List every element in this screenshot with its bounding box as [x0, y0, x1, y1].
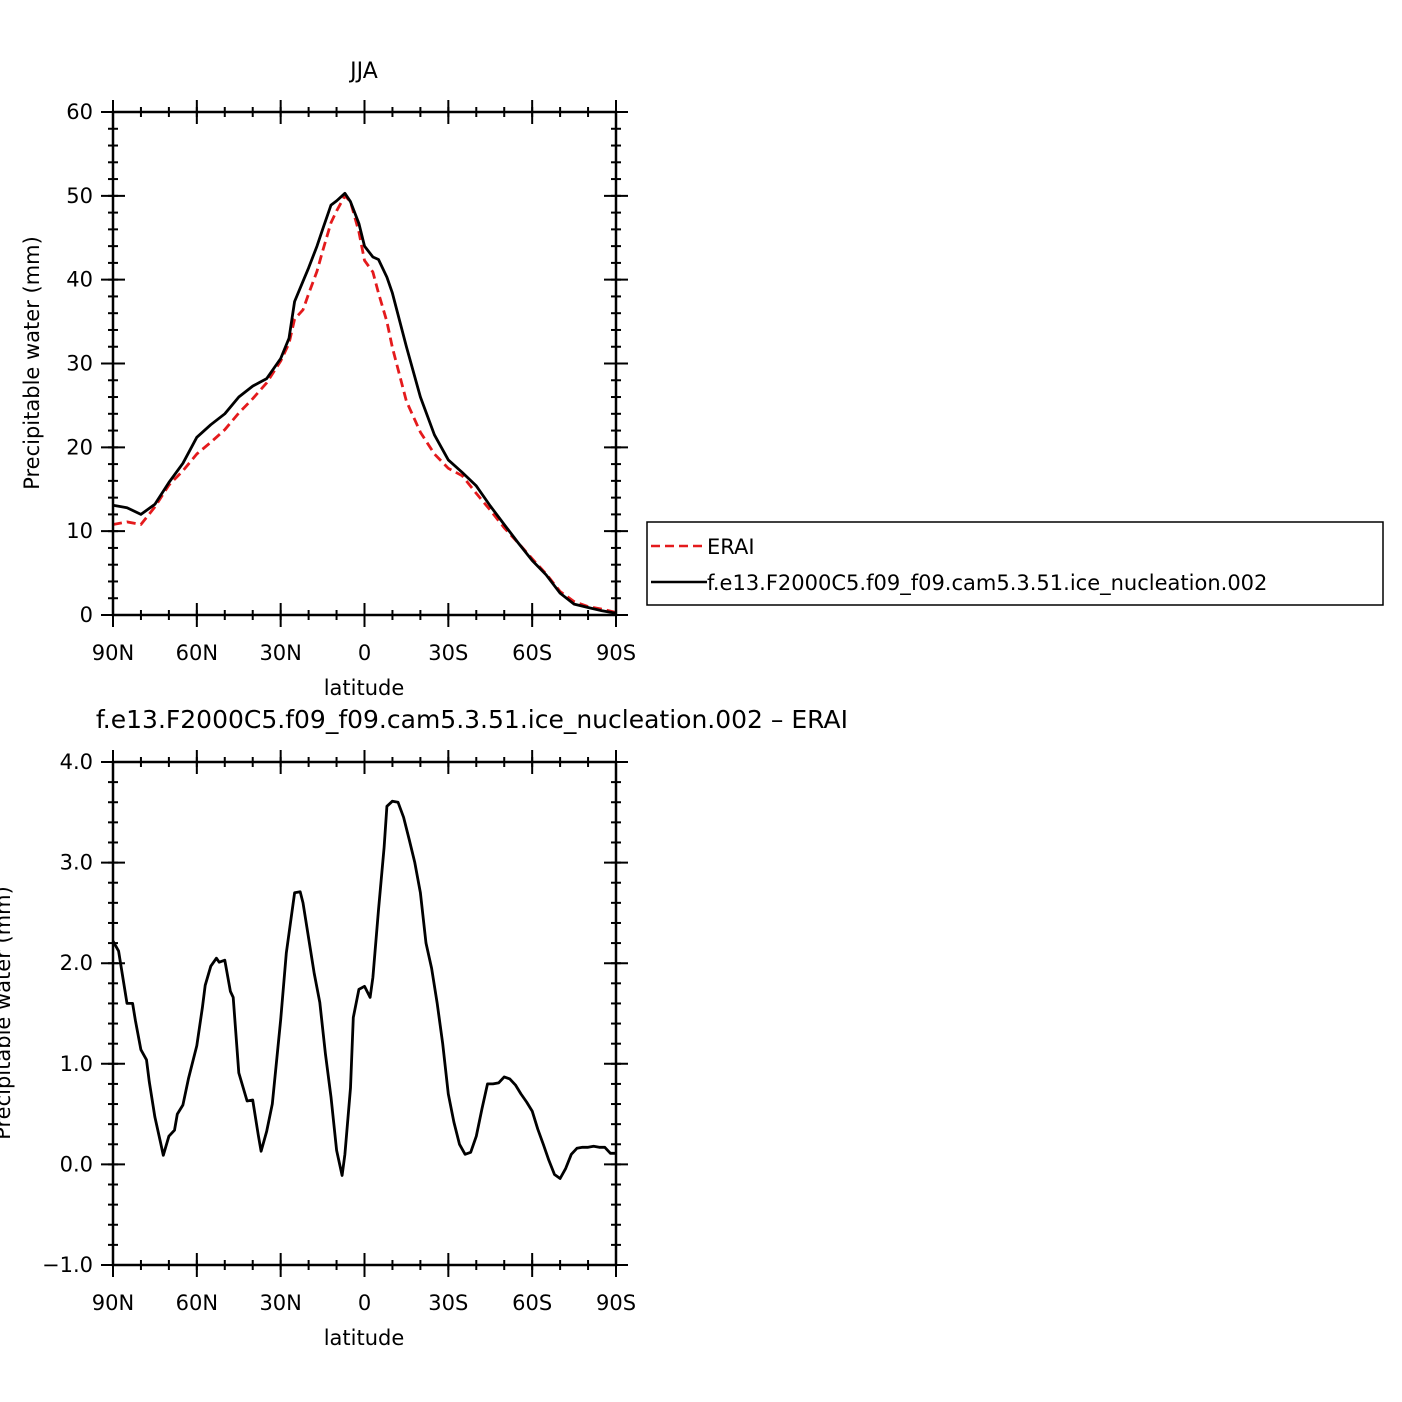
legend-label-model: f.e13.F2000C5.f09_f09.cam5.3.51.ice_nucl… [707, 571, 1267, 596]
x-tick-label: 30S [428, 641, 468, 665]
legend-label-erai: ERAI [707, 535, 755, 559]
x-tick-label: 90S [596, 1291, 636, 1315]
x-tick-label: 60S [512, 641, 552, 665]
x-tick-label: 60S [512, 1291, 552, 1315]
y-tick-label: 50 [66, 184, 93, 208]
axis-ticks: −1.0 0.0 1.0 2.0 3.0 4.0 90N 60N 30N 0 30S 60S 90S [42, 750, 636, 1315]
x-tick-label: 30N [259, 1291, 301, 1315]
y-tick-label: 20 [66, 435, 93, 459]
x-tick-label: 60N [176, 1291, 218, 1315]
x-tick-label: 30S [428, 1291, 468, 1315]
y-tick-label: −1.0 [42, 1253, 93, 1277]
difference-panel: f.e13.F2000C5.f09_f09.cam5.3.51.ice_nucl… [0, 705, 848, 1350]
climatology-panel: JJA latitude Precipitable water (mm) 0 10… [20, 59, 636, 700]
y-tick-label: 30 [66, 352, 93, 376]
series-line-erai [112, 194, 617, 614]
legend-box [646, 521, 1384, 606]
series-line-difference [111, 799, 616, 1180]
y-tick-label: 4.0 [60, 750, 93, 774]
series-line-model [112, 191, 617, 615]
y-tick-label: 2.0 [60, 951, 93, 975]
plot-frame [111, 110, 618, 617]
y-axis-label: Precipitable water (mm) [0, 886, 15, 1140]
x-axis-label: latitude [324, 1326, 405, 1350]
x-tick-label: 90S [596, 641, 636, 665]
y-tick-label: 0 [80, 603, 93, 627]
x-tick-label: 0 [358, 641, 371, 665]
y-tick-label: 0.0 [60, 1152, 93, 1176]
x-tick-label: 30N [259, 641, 301, 665]
y-tick-label: 1.0 [60, 1052, 93, 1076]
x-axis-label: latitude [324, 676, 405, 700]
chart-title: JJA [348, 59, 378, 84]
x-tick-label: 90N [92, 1291, 134, 1315]
axis-ticks: 0 10 20 30 40 50 60 90N 60N 30N 0 30S 60S 90S [66, 100, 636, 665]
y-tick-label: 10 [66, 519, 93, 543]
legend: ERAI f.e13.F2000C5.f09_f09.cam5.3.51.ice… [646, 521, 1384, 606]
plot-frame [111, 760, 618, 1267]
series-lines [112, 191, 617, 615]
x-tick-label: 0 [358, 1291, 371, 1315]
y-tick-label: 3.0 [60, 851, 93, 875]
x-tick-label: 90N [92, 641, 134, 665]
y-axis-label: Precipitable water (mm) [20, 236, 44, 490]
x-tick-label: 60N [176, 641, 218, 665]
series-lines [111, 799, 616, 1180]
y-tick-label: 40 [66, 268, 93, 292]
y-tick-label: 60 [66, 100, 93, 124]
chart-title: f.e13.F2000C5.f09_f09.cam5.3.51.ice_nucl… [96, 705, 848, 734]
